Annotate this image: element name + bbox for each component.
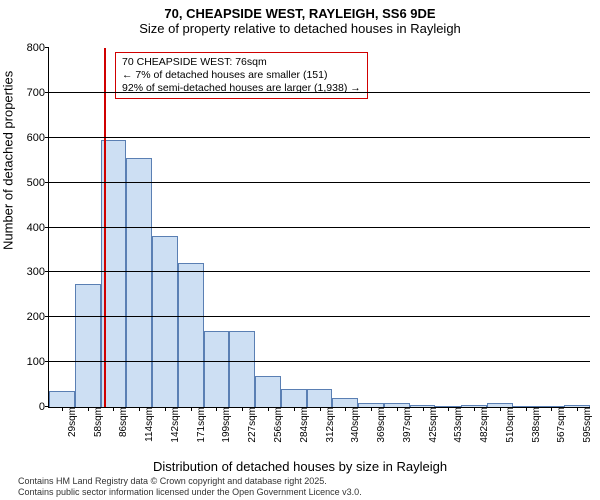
- bar: [75, 284, 101, 407]
- x-tick-mark: [139, 407, 140, 411]
- y-tick-mark: [45, 316, 49, 317]
- x-tick-label: 171sqm: [194, 407, 207, 443]
- y-tick-label: 200: [27, 311, 49, 323]
- x-tick-label: 425sqm: [426, 407, 439, 443]
- x-tick-mark: [448, 407, 449, 411]
- y-tick-mark: [45, 271, 49, 272]
- y-tick-label: 600: [27, 132, 49, 144]
- x-tick-label: 340sqm: [348, 407, 361, 443]
- marker-line: [104, 48, 106, 407]
- info-line-3: 92% of semi-detached houses are larger (…: [122, 82, 361, 95]
- x-tick-mark: [423, 407, 424, 411]
- x-axis-label: Distribution of detached houses by size …: [0, 459, 600, 474]
- y-tick-mark: [45, 227, 49, 228]
- bar: [178, 263, 204, 407]
- bar: [126, 158, 152, 407]
- x-tick-mark: [88, 407, 89, 411]
- x-tick-mark: [474, 407, 475, 411]
- x-tick-mark: [268, 407, 269, 411]
- x-tick-label: 369sqm: [374, 407, 387, 443]
- x-tick-label: 510sqm: [503, 407, 516, 443]
- x-tick-label: 142sqm: [168, 407, 181, 443]
- footnote-1: Contains HM Land Registry data © Crown c…: [18, 476, 362, 487]
- x-tick-label: 538sqm: [529, 407, 542, 443]
- grid-line: [49, 271, 590, 272]
- x-tick-label: 312sqm: [323, 407, 336, 443]
- bar: [204, 331, 230, 407]
- grid-line: [49, 137, 590, 138]
- grid-line: [49, 227, 590, 228]
- bar: [281, 389, 307, 407]
- bar: [332, 398, 358, 407]
- x-tick-mark: [577, 407, 578, 411]
- bar: [152, 236, 178, 407]
- x-tick-mark: [191, 407, 192, 411]
- x-tick-label: 284sqm: [297, 407, 310, 443]
- x-tick-mark: [551, 407, 552, 411]
- x-tick-label: 397sqm: [400, 407, 413, 443]
- chart-area: 70 CHEAPSIDE WEST: 76sqm ← 7% of detache…: [48, 48, 590, 408]
- y-tick-mark: [45, 137, 49, 138]
- y-tick-mark: [45, 47, 49, 48]
- x-tick-mark: [371, 407, 372, 411]
- plot-area: 70 CHEAPSIDE WEST: 76sqm ← 7% of detache…: [48, 48, 590, 408]
- x-tick-mark: [216, 407, 217, 411]
- x-tick-label: 453sqm: [451, 407, 464, 443]
- y-tick-mark: [45, 361, 49, 362]
- footnote-2: Contains public sector information licen…: [18, 487, 362, 498]
- info-line-2: ← 7% of detached houses are smaller (151…: [122, 69, 361, 82]
- bars-container: [49, 48, 590, 407]
- x-tick-label: 482sqm: [477, 407, 490, 443]
- x-tick-mark: [526, 407, 527, 411]
- page-subtitle: Size of property relative to detached ho…: [0, 21, 600, 36]
- y-tick-mark: [45, 406, 49, 407]
- x-tick-mark: [294, 407, 295, 411]
- grid-line: [49, 182, 590, 183]
- bar: [49, 391, 75, 407]
- y-tick-label: 400: [27, 222, 49, 234]
- y-tick-label: 500: [27, 177, 49, 189]
- y-tick-label: 0: [39, 401, 49, 413]
- x-tick-label: 595sqm: [580, 407, 593, 443]
- x-tick-label: 29sqm: [65, 407, 78, 437]
- x-tick-label: 256sqm: [271, 407, 284, 443]
- x-tick-mark: [113, 407, 114, 411]
- x-tick-label: 199sqm: [219, 407, 232, 443]
- bar: [229, 331, 255, 407]
- x-tick-label: 58sqm: [91, 407, 104, 437]
- y-tick-label: 100: [27, 356, 49, 368]
- bar: [307, 389, 333, 407]
- x-tick-mark: [500, 407, 501, 411]
- x-tick-mark: [345, 407, 346, 411]
- x-tick-mark: [242, 407, 243, 411]
- x-tick-mark: [62, 407, 63, 411]
- info-line-1: 70 CHEAPSIDE WEST: 76sqm: [122, 56, 361, 69]
- grid-line: [49, 92, 590, 93]
- x-tick-label: 227sqm: [245, 407, 258, 443]
- y-tick-mark: [45, 92, 49, 93]
- page-title: 70, CHEAPSIDE WEST, RAYLEIGH, SS6 9DE: [0, 6, 600, 21]
- x-tick-label: 114sqm: [142, 407, 155, 442]
- y-tick-mark: [45, 182, 49, 183]
- y-tick-label: 800: [27, 42, 49, 54]
- grid-line: [49, 316, 590, 317]
- y-tick-label: 300: [27, 266, 49, 278]
- x-tick-mark: [320, 407, 321, 411]
- x-tick-mark: [165, 407, 166, 411]
- x-tick-label: 86sqm: [116, 407, 129, 437]
- y-axis-label: Number of detached properties: [1, 71, 16, 250]
- y-tick-label: 700: [27, 87, 49, 99]
- x-tick-label: 567sqm: [554, 407, 567, 443]
- x-tick-mark: [397, 407, 398, 411]
- grid-line: [49, 361, 590, 362]
- bar: [255, 376, 281, 407]
